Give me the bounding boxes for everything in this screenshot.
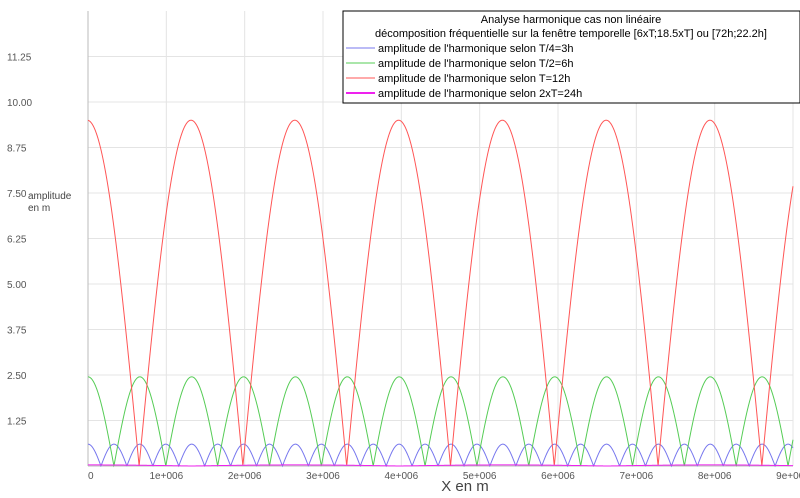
y-tick-label: 10.00 — [7, 98, 32, 109]
legend: Analyse harmonique cas non linéaire déco… — [342, 10, 800, 104]
legend-title: Analyse harmonique cas non linéaire — [481, 14, 661, 26]
x-tick-label: 1e+006 — [150, 471, 184, 482]
x-axis-label: X en m — [441, 478, 489, 495]
legend-entry-label: amplitude de l'harmonique selon T/2=6h — [378, 58, 573, 70]
x-tick-label: 5e+006 — [463, 471, 497, 482]
legend-entry-label: amplitude de l'harmonique selon 2xT=24h — [378, 88, 582, 100]
series-line — [88, 464, 793, 467]
x-tick-label: 4e+006 — [385, 471, 419, 482]
series-line — [87, 119, 794, 467]
y-tick-label: 6.25 — [7, 235, 27, 246]
series-lines — [87, 119, 794, 468]
series-line — [87, 443, 794, 468]
y-tick-label: 2.50 — [7, 371, 27, 382]
x-tick-label: 3e+006 — [306, 471, 340, 482]
x-tick-label: 2e+006 — [228, 471, 262, 482]
legend-box — [342, 10, 800, 104]
y-tick-label: 11.25 — [7, 53, 32, 64]
x-tick-label: 0 — [88, 471, 94, 482]
x-tick-label: 9e+006 — [776, 471, 800, 482]
y-tick-label: 3.75 — [7, 326, 27, 337]
legend-entry-label: amplitude de l'harmonique selon T=12h — [378, 73, 570, 85]
y-tick-label: 1.25 — [7, 417, 27, 428]
legend-entry-label: amplitude de l'harmonique selon T/4=3h — [378, 43, 573, 55]
y-tick-label: 5.00 — [7, 280, 27, 291]
x-tick-label: 7e+006 — [620, 471, 654, 482]
series-line — [87, 376, 794, 468]
y-tick-label: 8.75 — [7, 144, 27, 155]
legend-subtitle: décomposition fréquentielle sur la fenêt… — [375, 28, 767, 40]
y-axis-label-line2: en m — [28, 203, 50, 214]
tick-labels: 1.25 2.50 3.75 5.00 6.25 7.50 8.75 10.00 11.25 0 1… — [7, 53, 800, 483]
legend-entries: amplitude de l'harmonique selon T/4=3h am… — [346, 43, 582, 100]
x-tick-label: 6e+006 — [541, 471, 575, 482]
y-axis-label-line1: amplitude — [28, 191, 72, 202]
x-tick-label: 8e+006 — [698, 471, 732, 482]
y-tick-label: 7.50 — [7, 189, 27, 200]
